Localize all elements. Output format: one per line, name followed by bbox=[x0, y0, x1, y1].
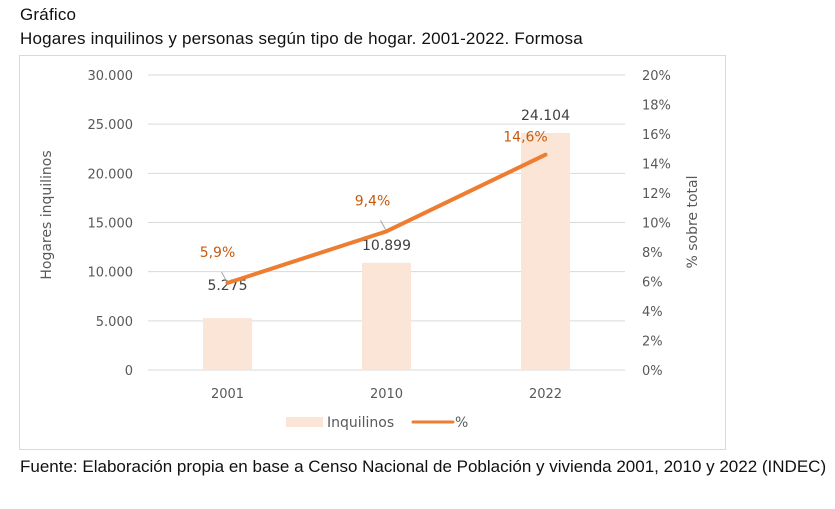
bar-2010 bbox=[362, 262, 411, 370]
chart-frame bbox=[19, 55, 726, 450]
bar-data-label: 5.275 bbox=[207, 278, 247, 294]
y2-tick-label: 2% bbox=[642, 335, 663, 350]
percent-data-label: 14,6% bbox=[503, 130, 547, 146]
y2-tick-label: 10% bbox=[642, 217, 671, 232]
bars bbox=[203, 132, 570, 370]
bar-2001 bbox=[203, 318, 252, 370]
y-tick-label: 20.000 bbox=[88, 167, 134, 182]
y-tick-label: 0 bbox=[125, 364, 133, 379]
y2-tick-label: 12% bbox=[642, 187, 671, 202]
legend-label-inquilinos: Inquilinos bbox=[327, 415, 394, 431]
percent-line-group: 5,9% 9,4% 14,6% bbox=[200, 130, 548, 285]
bar-data-label: 24.104 bbox=[521, 108, 570, 124]
source-note: Fuente: Elaboración propia en base a Cen… bbox=[20, 457, 827, 476]
y2-tick-label: 20% bbox=[642, 69, 671, 84]
legend-label-percent: % bbox=[455, 415, 468, 431]
bar-data-label: 10.899 bbox=[362, 238, 411, 254]
bar-2022 bbox=[521, 132, 570, 370]
y2-tick-label: 6% bbox=[642, 276, 663, 291]
y2-tick-label: 0% bbox=[642, 364, 663, 379]
y-tick-label: 5.000 bbox=[96, 315, 133, 330]
y2-tick-label: 8% bbox=[642, 246, 663, 261]
right-axis-label: % sobre total bbox=[685, 175, 701, 268]
leader-line bbox=[380, 220, 386, 230]
left-axis-label: Hogares inquilinos bbox=[39, 150, 55, 279]
y-tick-label: 30.000 bbox=[88, 69, 134, 84]
x-tick-label: 2001 bbox=[211, 387, 244, 402]
y2-tick-label: 14% bbox=[642, 158, 671, 173]
x-tick-label: 2022 bbox=[529, 387, 562, 402]
bar-labels: 5.275 10.899 24.104 bbox=[207, 108, 570, 294]
percent-data-label: 5,9% bbox=[200, 245, 236, 261]
y2-tick-label: 18% bbox=[642, 99, 671, 114]
legend-swatch-inquilinos bbox=[286, 417, 323, 427]
left-axis-ticks: 0 5.000 10.000 15.000 20.000 25.000 30.000 bbox=[88, 69, 134, 379]
chart-title: Hogares inquilinos y personas según tipo… bbox=[20, 29, 583, 48]
y-tick-label: 15.000 bbox=[88, 217, 134, 232]
percent-data-label: 9,4% bbox=[355, 193, 391, 209]
y-tick-label: 25.000 bbox=[88, 118, 134, 133]
x-axis-ticks: 2001 2010 2022 bbox=[211, 387, 562, 402]
x-tick-label: 2010 bbox=[370, 387, 403, 402]
legend: Inquilinos % bbox=[286, 415, 468, 431]
y2-tick-label: 16% bbox=[642, 128, 671, 143]
chart-kicker: Gráfico bbox=[20, 5, 77, 24]
y-tick-label: 10.000 bbox=[88, 266, 134, 281]
y2-tick-label: 4% bbox=[642, 305, 663, 320]
leader-line bbox=[221, 271, 227, 282]
right-axis-ticks: 0% 2% 4% 6% 8% 10% 12% 14% 16% 18% 20% bbox=[642, 69, 671, 379]
